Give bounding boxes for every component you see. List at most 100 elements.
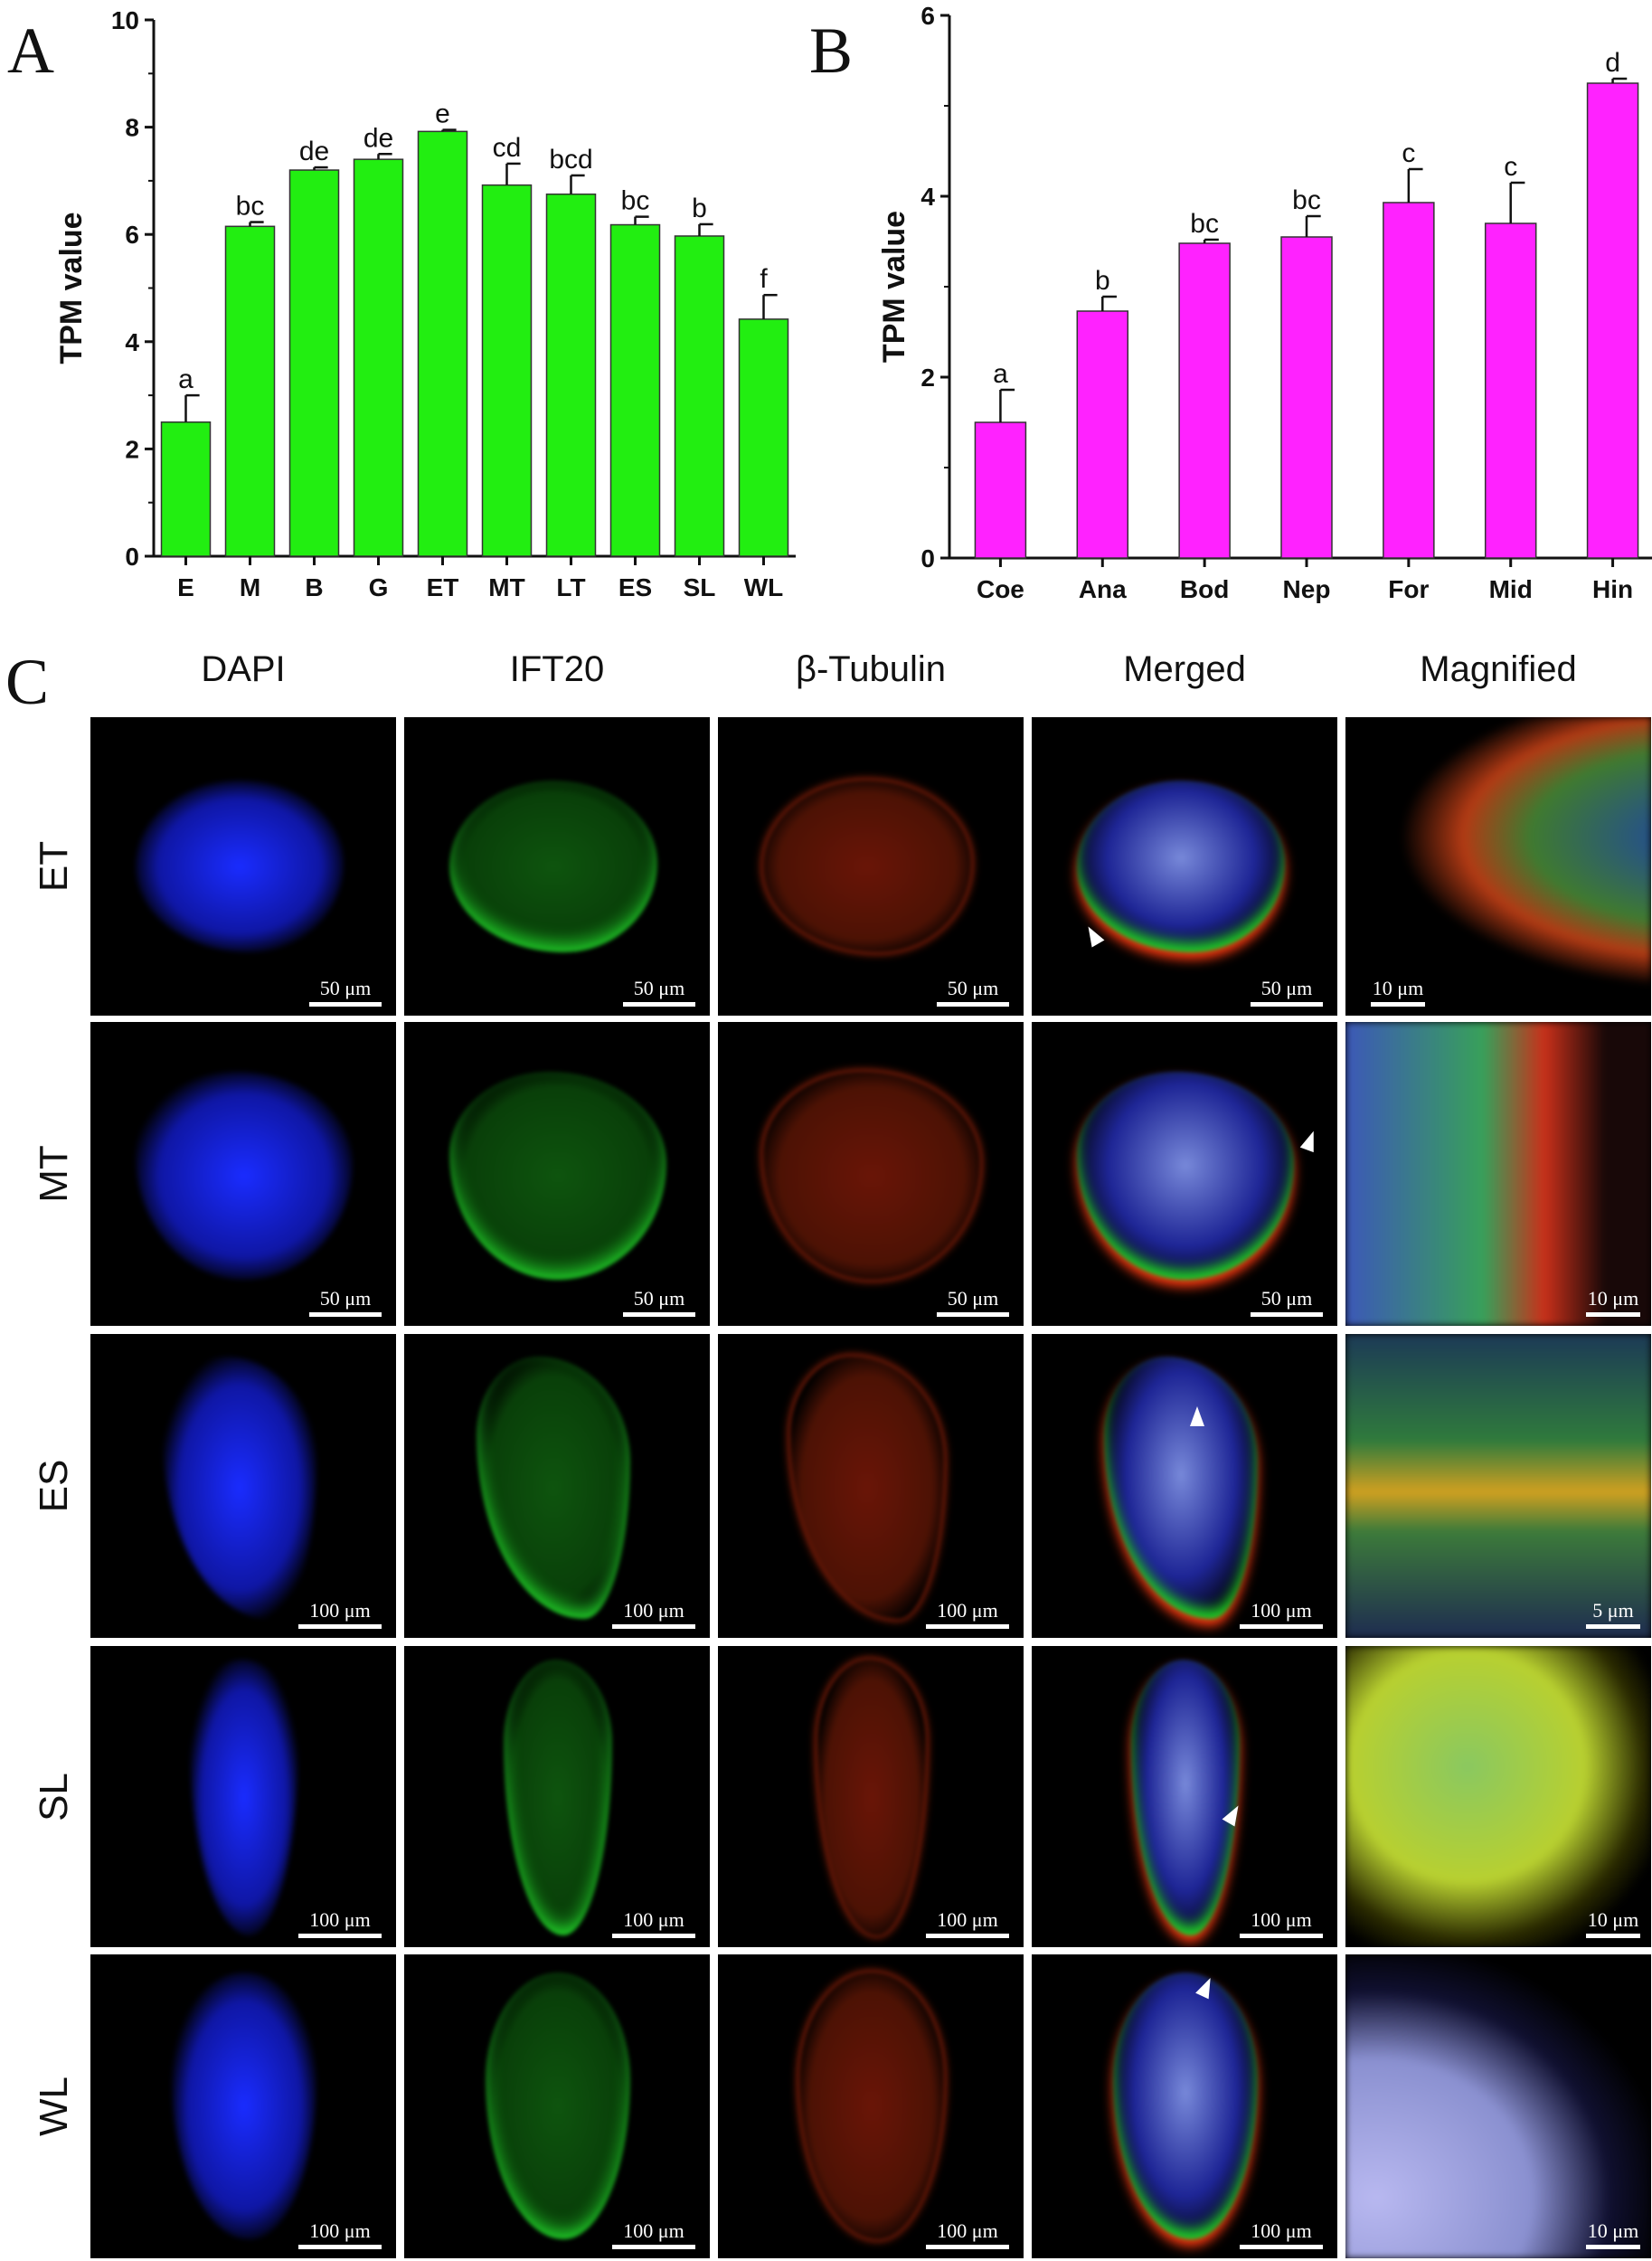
scale-bar: 100 μm [612,1908,695,1938]
magnified-signal [1345,1646,1651,1947]
scale-bar: 100 μm [298,2219,382,2249]
dapi-signal [136,1072,353,1280]
panel-letter-a: A [7,14,54,87]
column-title-5: Magnified [1420,649,1577,689]
x-tick-label-ET: ET [427,573,459,601]
scale-bar-label: 50 μm [319,977,372,999]
x-tick-label-Hin: Hin [1592,575,1633,603]
scale-bar-line [1240,2245,1323,2249]
micrograph-SL-3: 100 μm [718,1646,1024,1947]
y-axis-label: TPM value [877,211,911,363]
bar-ET [417,130,468,557]
y-tick-label: 4 [920,183,935,211]
y-tick-label: 6 [920,2,935,30]
micrograph-WL-3: 100 μm [718,1954,1024,2258]
bar-E [160,421,212,557]
bar-Coe [974,421,1027,559]
scale-bar-label: 100 μm [937,2219,998,2242]
scale-bar: 100 μm [1240,1599,1323,1629]
scale-bar: 50 μm [623,1287,695,1317]
x-tick-label-E: E [177,573,194,601]
y-tick-label: 6 [125,221,139,249]
scale-bar-line [298,1934,382,1938]
dapi-signal [190,1660,298,1935]
scale-bar: 10 μm [1371,977,1425,1007]
scale-bar-line [612,1624,695,1629]
x-tick-label-Coe: Coe [977,575,1024,603]
bar-SL [674,235,725,557]
y-tick-label: 8 [125,114,139,142]
micrograph-WL-4: 100 μm [1032,1954,1337,2258]
x-tick-label-WL: WL [744,573,784,601]
micrograph-ES-2: 100 μm [404,1334,710,1638]
merged-signal [1113,1972,1258,2239]
scale-bar: 5 μm [1586,1599,1640,1629]
ift20-signal [449,1072,666,1280]
scale-bar: 100 μm [926,1599,1009,1629]
row-label-MT: MT [32,1145,76,1203]
x-tick-label-SL: SL [684,573,716,601]
column-title-4: Merged [1123,649,1246,689]
y-tick-label: 0 [920,544,935,572]
scale-bar-line [1586,2245,1640,2249]
merged-signal [1077,1072,1294,1280]
scale-bar: 50 μm [937,1287,1009,1317]
scale-bar-label: 100 μm [937,1908,998,1931]
x-tick-label-B: B [305,573,323,601]
scale-bar-label: 10 μm [1587,2219,1639,2242]
scale-bar-label: 50 μm [1260,1287,1313,1310]
dapi-signal [136,780,344,952]
bar-LT [545,193,597,557]
micrograph-ET-2: 50 μm [404,717,710,1016]
scale-bar-label: 100 μm [623,2219,684,2242]
significance-letter-MT: cd [493,133,522,163]
bar-Hin [1586,82,1639,559]
significance-letter-ES: bc [621,186,650,216]
y-tick-label: 2 [920,364,935,392]
scale-bar: 100 μm [926,1908,1009,1938]
ift20-signal [486,1972,630,2239]
scale-bar: 100 μm [298,1908,382,1938]
merged-signal [1077,780,1285,952]
scale-bar: 100 μm [1240,1908,1323,1938]
x-tick-label-Nep: Nep [1283,575,1331,603]
bar-Ana [1076,310,1129,559]
tubulin-signal [799,1972,944,2239]
scale-bar-label: 100 μm [623,1908,684,1931]
x-tick-label-M: M [240,573,260,601]
column-title-3: β-Tubulin [795,649,947,689]
scale-bar: 50 μm [309,1287,382,1317]
micrograph-MT-2: 50 μm [404,1022,710,1326]
merged-signal [1104,1357,1258,1619]
micrograph-ET-1: 50 μm [90,717,396,1016]
scale-bar-label: 50 μm [633,1287,685,1310]
x-tick-label-LT: LT [556,573,585,601]
magnified-signal [1345,717,1651,1016]
significance-letter-For: c [1402,138,1415,168]
significance-letter-E: a [178,364,194,394]
ift20-signal [504,1660,612,1935]
significance-letter-Bod: bc [1190,209,1219,239]
column-title-2: IFT20 [509,649,605,689]
ift20-signal [477,1357,630,1619]
column-title-1: DAPI [201,649,286,689]
x-tick-label-For: For [1388,575,1429,603]
significance-letter-LT: bcd [549,145,592,175]
scale-bar-label: 50 μm [1260,977,1313,999]
scale-bar: 50 μm [1251,1287,1323,1317]
significance-letter-ET: e [435,99,450,129]
tubulin-signal [790,1357,944,1619]
chart-b: TPM value 0 2 4 6 a Coe b Ana bc Bod bc Nep c For c Mid d… [877,2,1652,603]
scale-bar-line [309,1002,382,1007]
dapi-signal [172,1972,316,2239]
micrograph-SL-1: 100 μm [90,1646,396,1947]
scale-bar-line [1251,1312,1323,1317]
scale-bar-line [612,2245,695,2249]
scale-bar: 50 μm [937,977,1009,1007]
micrograph-SL-5: 10 μm [1345,1646,1651,1947]
scale-bar-label: 50 μm [319,1287,372,1310]
scale-bar-label: 100 μm [623,1599,684,1622]
panel-letter-b: B [809,14,854,87]
scale-bar-label: 10 μm [1587,1908,1639,1931]
scale-bar-line [623,1002,695,1007]
